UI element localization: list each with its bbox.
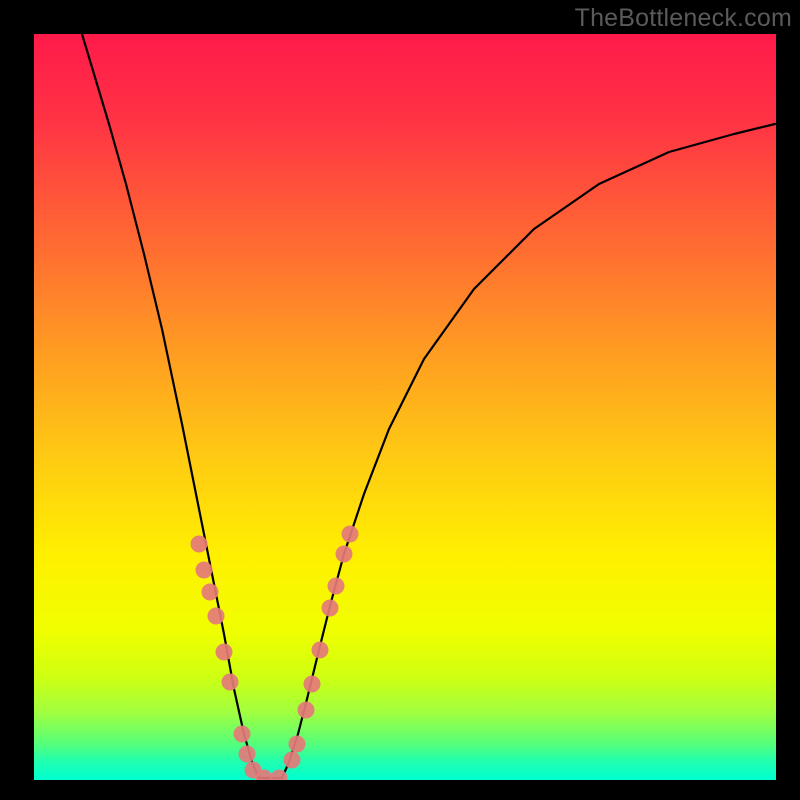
- data-marker: [298, 702, 315, 719]
- data-marker: [222, 674, 239, 691]
- data-marker: [239, 746, 256, 763]
- data-marker: [284, 752, 301, 769]
- data-marker: [202, 584, 219, 601]
- watermark-text: TheBottleneck.com: [575, 4, 792, 33]
- chart-svg: [34, 34, 776, 780]
- data-marker: [304, 676, 321, 693]
- data-marker: [216, 644, 233, 661]
- data-marker: [342, 526, 359, 543]
- data-marker: [312, 642, 329, 659]
- data-marker: [336, 546, 353, 563]
- data-marker: [196, 562, 213, 579]
- plot-area: [34, 34, 776, 780]
- data-marker: [208, 608, 225, 625]
- chart-container: TheBottleneck.com: [0, 0, 800, 800]
- data-marker: [289, 736, 306, 753]
- data-marker: [234, 726, 251, 743]
- data-marker: [191, 536, 208, 553]
- data-marker: [328, 578, 345, 595]
- data-marker: [322, 600, 339, 617]
